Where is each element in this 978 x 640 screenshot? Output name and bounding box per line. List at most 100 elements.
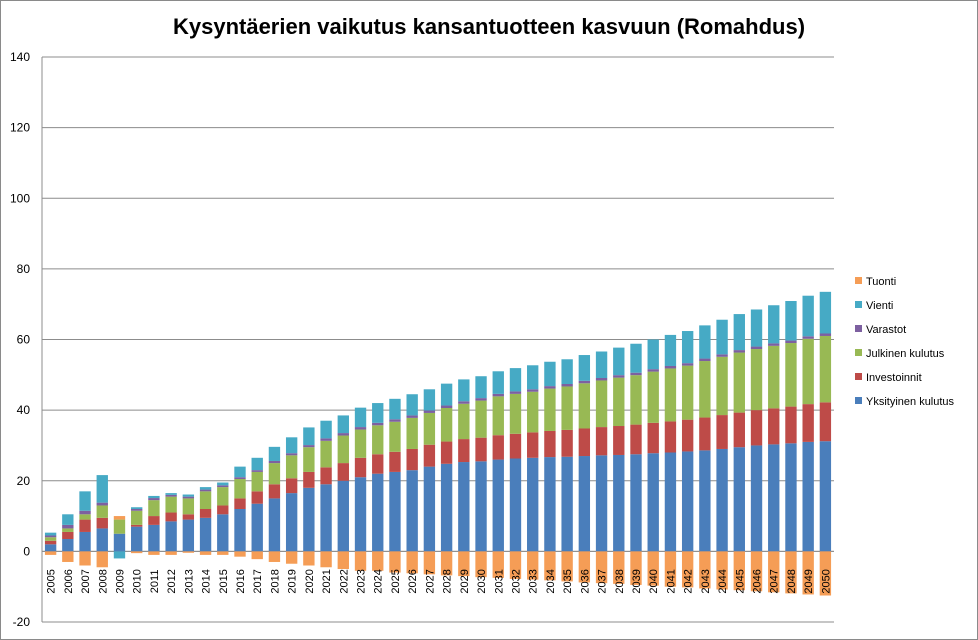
bar-segment-investoinnit-2020 <box>303 471 315 488</box>
bar-segment-varastot-2031 <box>492 393 504 397</box>
bar-segment-julkinen-kulutus-2037 <box>595 380 608 428</box>
bar-segment-julkinen-kulutus-2016 <box>234 478 246 499</box>
x-tick-label: 2037 <box>597 569 609 593</box>
bar-segment-varastot-2007 <box>79 510 91 515</box>
bar-segment-varastot-2037 <box>595 377 608 381</box>
bar-segment-vienti-2030 <box>475 376 487 399</box>
bar-segment-vienti-2028 <box>440 383 453 406</box>
bar-segment-investoinnit-2034 <box>544 430 556 458</box>
x-tick-label: 2009 <box>114 569 126 593</box>
bar-segment-yksityinen-kulutus-2019 <box>285 493 298 552</box>
gridlines <box>42 56 834 623</box>
bar-segment-varastot-2030 <box>475 398 487 401</box>
bar-segment-yksityinen-kulutus-2027 <box>423 466 436 552</box>
bar-segment-tuonti-2045 <box>733 551 745 591</box>
bar-segment-investoinnit-2027 <box>423 444 436 467</box>
x-tick-label: 2035 <box>562 569 574 593</box>
bar-segment-vienti-2021 <box>320 420 332 439</box>
bar-segment-tuonti-2038 <box>613 551 625 584</box>
bar-segment-julkinen-kulutus-2035 <box>561 386 573 430</box>
bar-segment-julkinen-kulutus-2010 <box>131 510 143 525</box>
x-tick-label: 2029 <box>459 569 471 593</box>
bar-segment-varastot-2038 <box>613 375 625 378</box>
bar-segment-julkinen-kulutus-2047 <box>768 345 780 409</box>
legend-label: Yksityinen kulutus <box>866 396 955 408</box>
bar-segment-julkinen-kulutus-2045 <box>733 352 745 413</box>
bar-segment-julkinen-kulutus-2050 <box>819 335 832 403</box>
x-tick-label: 2025 <box>390 569 402 593</box>
bar-segment-vienti-2024 <box>372 403 384 423</box>
bar-segment-investoinnit-2030 <box>475 437 487 462</box>
bar-segment-vienti-2049 <box>802 295 814 337</box>
bar-segment-vienti-2037 <box>595 351 608 378</box>
bar-segment-yksityinen-kulutus-2026 <box>406 470 418 552</box>
bar-segment-varastot-2048 <box>785 340 797 344</box>
bar-segment-julkinen-kulutus-2041 <box>664 368 677 422</box>
bar-segment-investoinnit-2014 <box>199 509 212 518</box>
y-tick-label: 100 <box>10 191 30 205</box>
chart-title: Kysyntäerien vaikutus kansantuotteen kas… <box>172 14 806 39</box>
bar-segment-varastot-2006 <box>62 524 74 529</box>
bar-segment-vienti-2026 <box>406 394 418 416</box>
bar-segment-vienti-2018 <box>268 446 281 461</box>
bar-segment-julkinen-kulutus-2044 <box>716 356 728 416</box>
bar-segment-yksityinen-kulutus-2031 <box>492 459 504 552</box>
x-tick-label: 2014 <box>201 569 213 593</box>
bar-segment-vienti-2010 <box>131 507 143 509</box>
x-tick-label: 2036 <box>579 569 591 593</box>
bar-segment-tuonti-2047 <box>768 551 780 593</box>
bar-segment-varastot-2034 <box>544 386 556 389</box>
bar-segment-vienti-2022 <box>337 415 349 434</box>
bar-segment-varastot-2033 <box>527 389 539 392</box>
bar-segment-tuonti-2043 <box>699 551 711 589</box>
bar-segment-vienti-2038 <box>613 347 625 376</box>
bar-segment-varastot-2017 <box>251 470 263 472</box>
bar-segment-yksityinen-kulutus-2039 <box>630 454 642 552</box>
x-tick-label: 2045 <box>734 569 746 593</box>
bar-segment-julkinen-kulutus-2036 <box>578 383 591 429</box>
bar-segment-yksityinen-kulutus-2030 <box>475 461 487 552</box>
bar-segment-investoinnit-2022 <box>337 463 349 481</box>
bar-segment-tuonti-2020 <box>303 551 315 566</box>
bar-segment-vienti-2041 <box>664 334 677 366</box>
legend-swatch <box>855 349 862 356</box>
bar-segment-yksityinen-kulutus-2020 <box>303 487 315 552</box>
bar-segment-julkinen-kulutus-2018 <box>268 463 281 485</box>
bar-segment-tuonti-2011 <box>148 551 160 555</box>
bar-segment-yksityinen-kulutus-2035 <box>561 456 573 552</box>
bar-segment-varastot-2045 <box>733 350 745 353</box>
x-tick-label: 2031 <box>493 569 505 593</box>
bar-segment-yksityinen-kulutus-2009 <box>113 533 126 552</box>
bar-segment-tuonti-2015 <box>217 551 229 555</box>
legend-label: Vienti <box>866 300 893 312</box>
bar-segment-tuonti-2013 <box>182 551 195 553</box>
bar-segment-investoinnit-2048 <box>785 406 797 444</box>
x-tick-labels: 2005 2006 2007 2008 2009 2010 2011 2012 2013 2014… <box>46 569 833 593</box>
x-tick-label: 2028 <box>442 569 454 593</box>
bar-segment-vienti-2031 <box>492 371 504 394</box>
bar-segment-varastot-2027 <box>423 410 436 413</box>
bar-segment-tuonti-2029 <box>458 551 470 577</box>
bar-segment-varastot-2029 <box>458 401 470 404</box>
x-tick-label: 2020 <box>304 569 316 593</box>
bar-segment-julkinen-kulutus-2009 <box>113 519 126 534</box>
bar-segment-varastot-2039 <box>630 372 642 376</box>
bar-segment-tuonti-2017 <box>251 551 263 560</box>
bar-segment-tuonti-2044 <box>716 551 728 590</box>
bar-segment-vienti-2013 <box>182 494 195 497</box>
bar-segment-vienti-2040 <box>647 339 659 370</box>
bar-segment-vienti-2009 <box>113 551 126 559</box>
bar-segment-varastot-2049 <box>802 336 814 339</box>
bar-segment-varastot-2035 <box>561 383 573 387</box>
bar-segment-varastot-2005 <box>44 535 57 538</box>
x-tick-label: 2022 <box>338 569 350 593</box>
bar-segment-tuonti-2034 <box>544 551 556 581</box>
bar-segment-varastot-2046 <box>750 346 763 350</box>
bar-segment-investoinnit-2021 <box>320 467 332 485</box>
x-tick-label: 2027 <box>424 569 436 593</box>
bar-segment-yksityinen-kulutus-2047 <box>768 444 780 552</box>
bar-segment-tuonti-2008 <box>96 551 108 568</box>
bar-segment-investoinnit-2012 <box>165 512 177 522</box>
bar-segment-vienti-2006 <box>62 514 74 525</box>
bar-segment-yksityinen-kulutus-2050 <box>819 441 832 552</box>
